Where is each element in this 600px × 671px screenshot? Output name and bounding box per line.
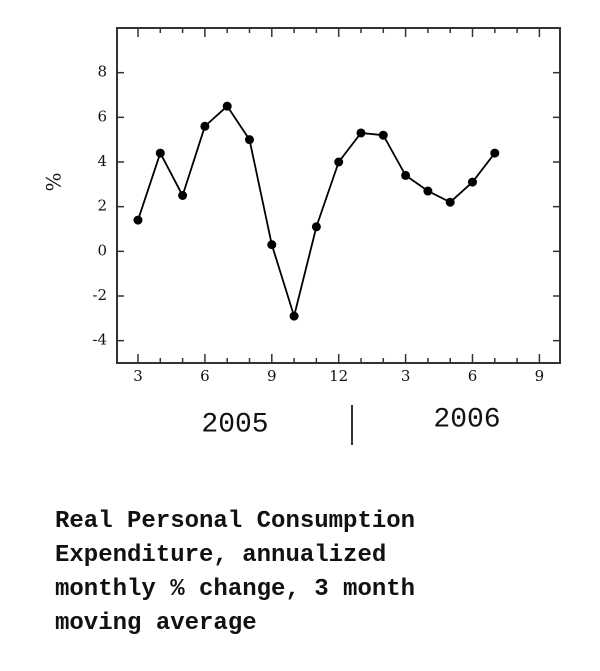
point — [356, 128, 366, 138]
point — [178, 191, 188, 200]
point — [311, 222, 321, 232]
point — [445, 197, 455, 207]
y-tick-label: 6 — [97, 107, 107, 125]
point — [334, 157, 344, 167]
year-label: 2005 — [201, 409, 268, 440]
point — [200, 121, 210, 131]
point — [401, 170, 411, 180]
line — [137, 104, 496, 320]
point — [245, 135, 254, 145]
caption: Real Personal Consumption Expenditure, a… — [55, 508, 416, 637]
point — [490, 148, 500, 158]
x-tick-label: 3 — [133, 367, 143, 385]
point — [468, 177, 477, 187]
point — [155, 148, 165, 158]
point — [133, 215, 143, 225]
point — [222, 101, 232, 111]
x-tick-label: 6 — [200, 367, 210, 385]
x-tick-label: 6 — [468, 367, 478, 385]
x-tick-label: 9 — [267, 367, 277, 385]
y-tick-label: 4 — [97, 152, 107, 170]
y-tick-label: -2 — [92, 286, 107, 304]
point — [289, 311, 299, 321]
y-tick-label: 0 — [97, 241, 107, 259]
chart: % 2005 2006 -4 -2 0 2 4 6 8 3 6 9 12 3 6 9 — [42, 27, 561, 445]
point — [378, 130, 388, 140]
x-tick-label: 12 — [329, 367, 348, 385]
point — [423, 186, 433, 196]
x-tick-label: 9 — [535, 367, 545, 385]
year-label: 2006 — [433, 404, 500, 435]
y-tick-label: 2 — [97, 197, 107, 215]
y-tick-label: -4 — [92, 331, 107, 349]
y-axis-label: % — [42, 172, 66, 191]
y-tick-label: 8 — [97, 63, 107, 81]
point — [267, 240, 277, 250]
x-tick-label: 3 — [401, 367, 411, 385]
